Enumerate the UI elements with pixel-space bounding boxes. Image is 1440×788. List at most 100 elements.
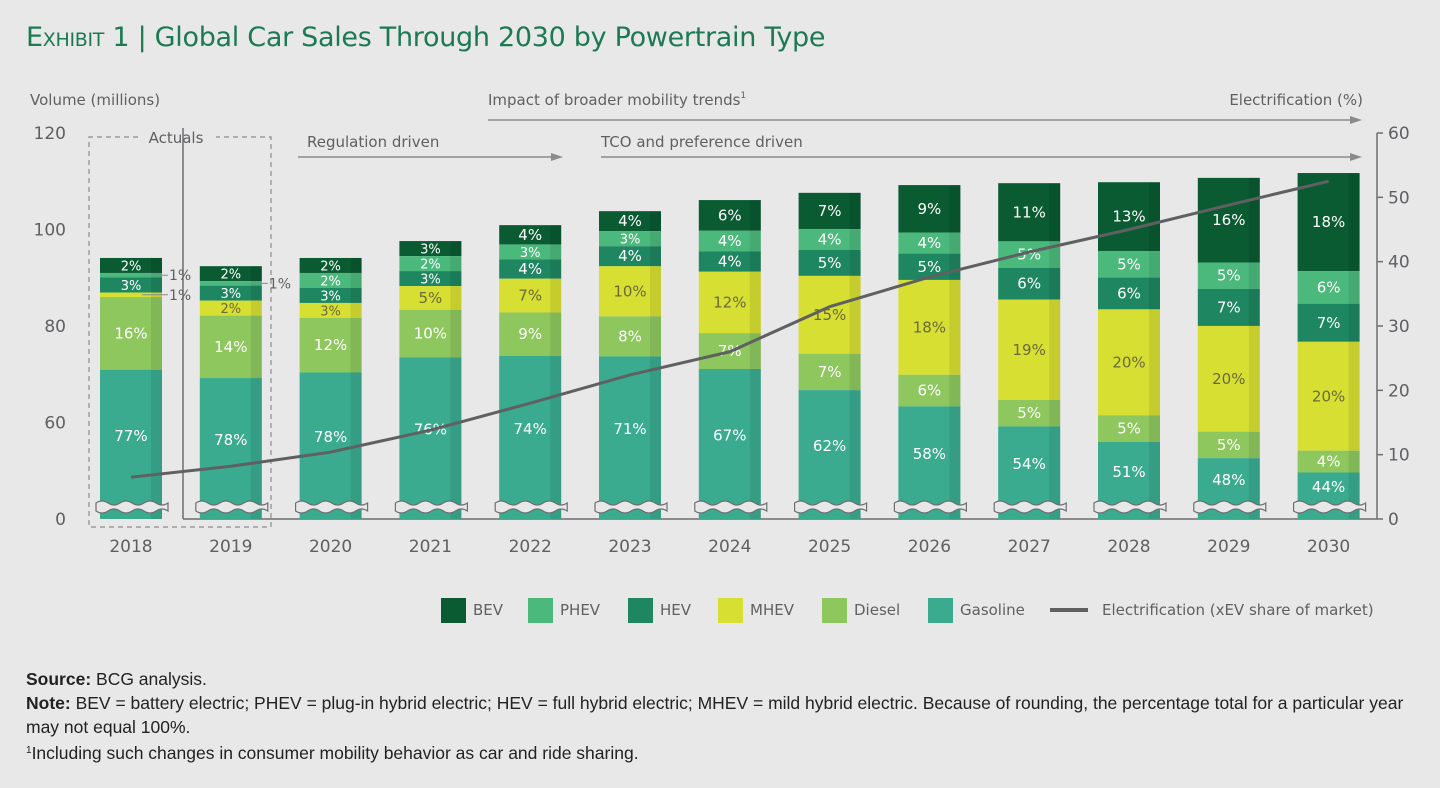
data-label-hev: 4% bbox=[518, 260, 542, 278]
bar-segment-diesel-2025 bbox=[798, 353, 861, 391]
bar-segment-bev-2028 bbox=[1098, 182, 1160, 252]
axis-break-mark bbox=[295, 500, 369, 514]
bar-segment-shade bbox=[949, 232, 961, 254]
annotation-mobility-text: Impact of broader mobility trends bbox=[488, 91, 741, 109]
data-label-hev: 3% bbox=[121, 279, 142, 294]
bar-segment-hev-2026 bbox=[898, 253, 961, 280]
legend-swatch-bev bbox=[441, 598, 466, 623]
bar-segment-shade bbox=[450, 286, 462, 310]
axis-break-mark bbox=[95, 500, 169, 514]
data-label-mhev: 20% bbox=[1112, 353, 1145, 371]
bar-segment-shade bbox=[250, 315, 262, 379]
bar-segment-shade bbox=[849, 249, 861, 276]
data-label-gasoline: 54% bbox=[1013, 455, 1046, 473]
data-label-phev: 2% bbox=[320, 274, 341, 289]
bar-segment-phev-2018 bbox=[100, 272, 162, 278]
bar-segment-shade bbox=[550, 244, 562, 260]
data-label-gasoline: 44% bbox=[1312, 478, 1345, 496]
bar-segment-hev-2021 bbox=[399, 271, 462, 287]
data-label-hev: 4% bbox=[718, 252, 742, 270]
stacked-bar-chart: Volume (millions) Electrification (%) Impa… bbox=[30, 91, 1410, 623]
bar-segment-shade bbox=[949, 374, 961, 407]
bar-segment-diesel-2019 bbox=[199, 315, 262, 379]
data-label-bev: 18% bbox=[1312, 213, 1345, 231]
data-label-mhev: 2% bbox=[220, 302, 241, 317]
bar-segment-shade bbox=[1248, 177, 1260, 263]
note-text: BEV = battery electric; PHEV = plug-in h… bbox=[26, 693, 1404, 737]
data-label-phev: 4% bbox=[718, 232, 742, 250]
data-label-mhev: 20% bbox=[1212, 370, 1245, 388]
axis-break-mark bbox=[1093, 500, 1167, 514]
bar-segment-shade bbox=[749, 251, 761, 272]
bar-segment-diesel-2028 bbox=[1098, 415, 1160, 442]
bar-segment-diesel-2030 bbox=[1297, 450, 1360, 473]
title-separator: | bbox=[129, 22, 155, 53]
data-label-gasoline: 67% bbox=[713, 427, 746, 445]
y2-tick-label: 40 bbox=[1388, 253, 1410, 273]
bar-segment-gasoline-2023 bbox=[599, 356, 661, 519]
legend-swatch-phev bbox=[528, 598, 553, 623]
axis-break-mark bbox=[594, 500, 668, 514]
data-label-gasoline: 48% bbox=[1212, 471, 1245, 489]
data-label-bev: 4% bbox=[518, 226, 542, 244]
bar-segment-shade bbox=[1248, 325, 1260, 432]
data-label-mhev: 15% bbox=[813, 306, 846, 324]
data-label-hev: 3% bbox=[320, 289, 341, 304]
bar-segment-bev-2026 bbox=[898, 185, 961, 233]
legend-label-bev: BEV bbox=[473, 601, 504, 619]
data-label-bev: 16% bbox=[1212, 211, 1245, 229]
bar-segment-shade bbox=[949, 253, 961, 280]
bar-segment-shade bbox=[1348, 341, 1360, 451]
y2-tick-label: 10 bbox=[1388, 446, 1410, 466]
x-tick-label: 2029 bbox=[1207, 537, 1250, 557]
data-label-mhev: 3% bbox=[320, 304, 341, 319]
data-label-diesel: 7% bbox=[818, 363, 842, 381]
bar-segment-shade bbox=[350, 302, 362, 318]
legend-label-diesel: Diesel bbox=[854, 601, 900, 619]
bar-segment-hev-2018 bbox=[100, 277, 162, 293]
bar-segment-gasoline-2018 bbox=[100, 369, 162, 519]
bar-segment-shade bbox=[849, 390, 861, 519]
bar-segment-shade bbox=[849, 192, 861, 230]
bar-segment-diesel-2018 bbox=[100, 297, 162, 370]
bar-segment-mhev-2019 bbox=[199, 300, 262, 316]
data-label-bev: 2% bbox=[320, 259, 341, 274]
legend-label-hev: HEV bbox=[660, 601, 692, 619]
bar-segment-shade bbox=[550, 259, 562, 279]
mobility-arrow-arrowhead bbox=[1350, 116, 1362, 124]
footnote-1: 1Including such changes in consumer mobi… bbox=[26, 739, 1406, 765]
data-label-diesel: 4% bbox=[1317, 453, 1341, 471]
annotation-regulation: Regulation driven bbox=[307, 133, 439, 151]
bar-segment-gasoline-2024 bbox=[698, 369, 761, 519]
legend-swatch-mhev bbox=[718, 598, 743, 623]
bar-segment-shade bbox=[1049, 267, 1061, 300]
data-label-gasoline: 71% bbox=[613, 420, 646, 438]
bar-segment-shade bbox=[650, 316, 661, 357]
bar-segment-shade bbox=[151, 257, 162, 273]
data-label-phev: 3% bbox=[520, 246, 541, 261]
note: Note: BEV = battery electric; PHEV = plu… bbox=[26, 691, 1406, 739]
bar-segment-shade bbox=[550, 225, 562, 245]
bar-segment-shade bbox=[650, 211, 661, 232]
x-tick-label: 2025 bbox=[808, 537, 851, 557]
bar-segment-shade bbox=[1049, 426, 1061, 519]
data-label-phev: 3% bbox=[620, 233, 641, 248]
bar-segment-shade bbox=[1149, 251, 1160, 278]
footnotes: Source: BCG analysis. Note: BEV = batter… bbox=[26, 667, 1406, 765]
x-tick-label: 2019 bbox=[209, 537, 252, 557]
data-label-phev: 4% bbox=[818, 231, 842, 249]
data-label-diesel: 9% bbox=[518, 325, 542, 343]
data-label-diesel: 5% bbox=[1217, 436, 1241, 454]
bar-segment-bev-2025 bbox=[798, 192, 861, 230]
bar-segment-shade bbox=[849, 353, 861, 391]
tco-arrow-arrowhead bbox=[1350, 153, 1362, 161]
bar-segment-shade bbox=[1248, 288, 1260, 326]
y2-tick-label: 60 bbox=[1388, 124, 1410, 144]
x-tick-label: 2020 bbox=[309, 537, 352, 557]
bar-segment-shade bbox=[749, 369, 761, 519]
bar-segment-shade bbox=[450, 357, 462, 519]
bar-segment-shade bbox=[250, 300, 262, 316]
data-label-mhev: 12% bbox=[713, 293, 746, 311]
bar-segment-shade bbox=[1248, 458, 1260, 519]
axis-break-mark bbox=[195, 500, 269, 514]
